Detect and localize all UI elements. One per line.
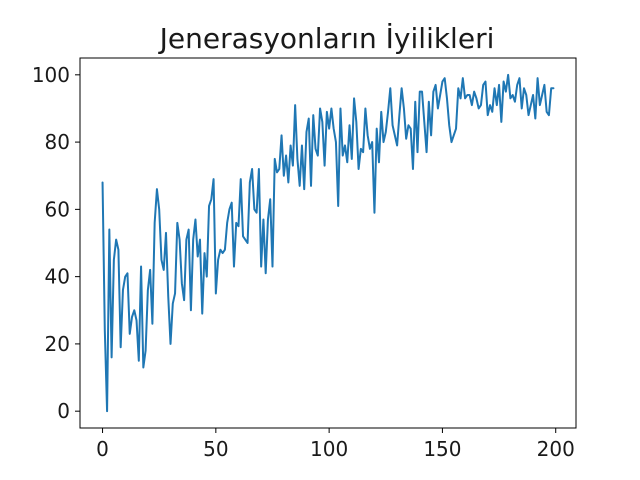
- chart-title: Jenerasyonların İyilikleri: [158, 22, 495, 55]
- y-tick-label: 100: [32, 63, 70, 87]
- y-tick-label: 60: [45, 197, 70, 221]
- x-tick-label: 150: [423, 437, 461, 461]
- x-tick-label: 100: [310, 437, 348, 461]
- series-line: [101, 73, 555, 413]
- y-tick-label: 0: [57, 399, 70, 423]
- series-layer: [101, 73, 555, 413]
- y-axis-ticks: 0 20 40 60 80 100: [32, 63, 80, 423]
- plot-area-frame: [79, 57, 577, 429]
- x-tick-label: 0: [96, 437, 109, 461]
- y-tick-label: 80: [45, 130, 70, 154]
- y-tick-label: 20: [45, 332, 70, 356]
- x-tick-label: 200: [537, 437, 575, 461]
- x-tick-label: 50: [203, 437, 228, 461]
- x-axis-ticks: 0 50 100 150 200: [96, 428, 575, 461]
- y-tick-label: 40: [45, 265, 70, 289]
